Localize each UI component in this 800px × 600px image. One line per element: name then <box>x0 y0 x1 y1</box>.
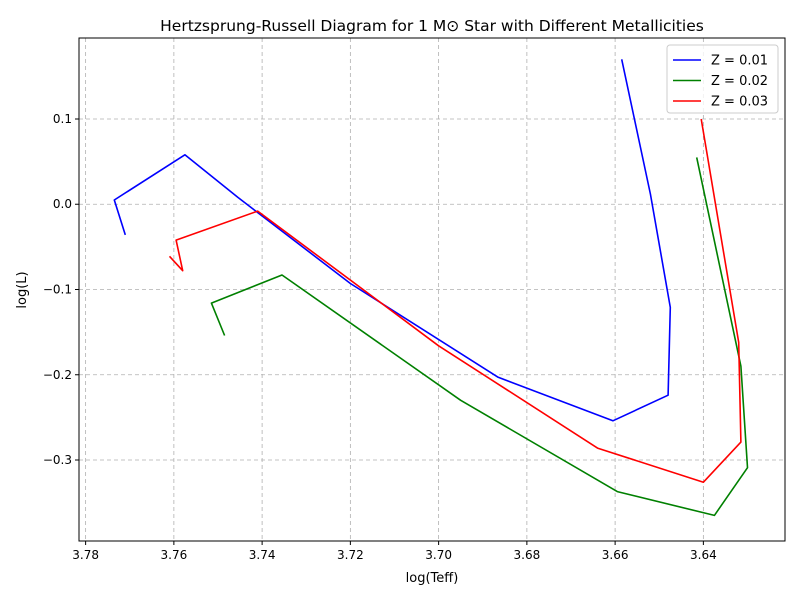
axis-ticks: 3.78 3.76 3.74 3.72 3.70 3.68 3.66 3.64 0.1 0.0 −0… <box>43 112 717 562</box>
legend-label-3: Z = 0.03 <box>711 95 768 110</box>
x-tick-label: 3.74 <box>249 548 276 562</box>
y-tick-label: −0.1 <box>43 283 72 297</box>
x-tick-label: 3.78 <box>72 548 99 562</box>
x-tick-label: 3.70 <box>425 548 452 562</box>
legend-box <box>666 44 779 114</box>
x-tick-label: 3.76 <box>161 548 188 562</box>
y-tick-label: −0.3 <box>43 453 72 467</box>
y-axis-label: log(L) <box>15 271 30 308</box>
x-tick-label: 3.64 <box>690 548 717 562</box>
series-line-1 <box>113 59 672 422</box>
y-tick-label: 0.1 <box>53 112 72 126</box>
x-tick-label: 3.66 <box>602 548 629 562</box>
series-lines <box>113 59 749 517</box>
x-tick-label: 3.72 <box>337 548 364 562</box>
legend-label-2: Z = 0.02 <box>711 74 768 89</box>
legend: Z = 0.01 Z = 0.02 Z = 0.03 <box>666 44 779 114</box>
legend-label-1: Z = 0.01 <box>711 54 768 69</box>
y-tick-label: −0.2 <box>43 368 72 382</box>
x-axis-label: log(Teff) <box>406 571 459 586</box>
chart-title: Hertzsprung-Russell Diagram for 1 M⊙ Sta… <box>160 17 704 35</box>
y-tick-label: 0.0 <box>53 197 72 211</box>
series-line-2 <box>210 157 749 517</box>
series-line-3 <box>168 118 742 484</box>
x-tick-label: 3.68 <box>514 548 541 562</box>
